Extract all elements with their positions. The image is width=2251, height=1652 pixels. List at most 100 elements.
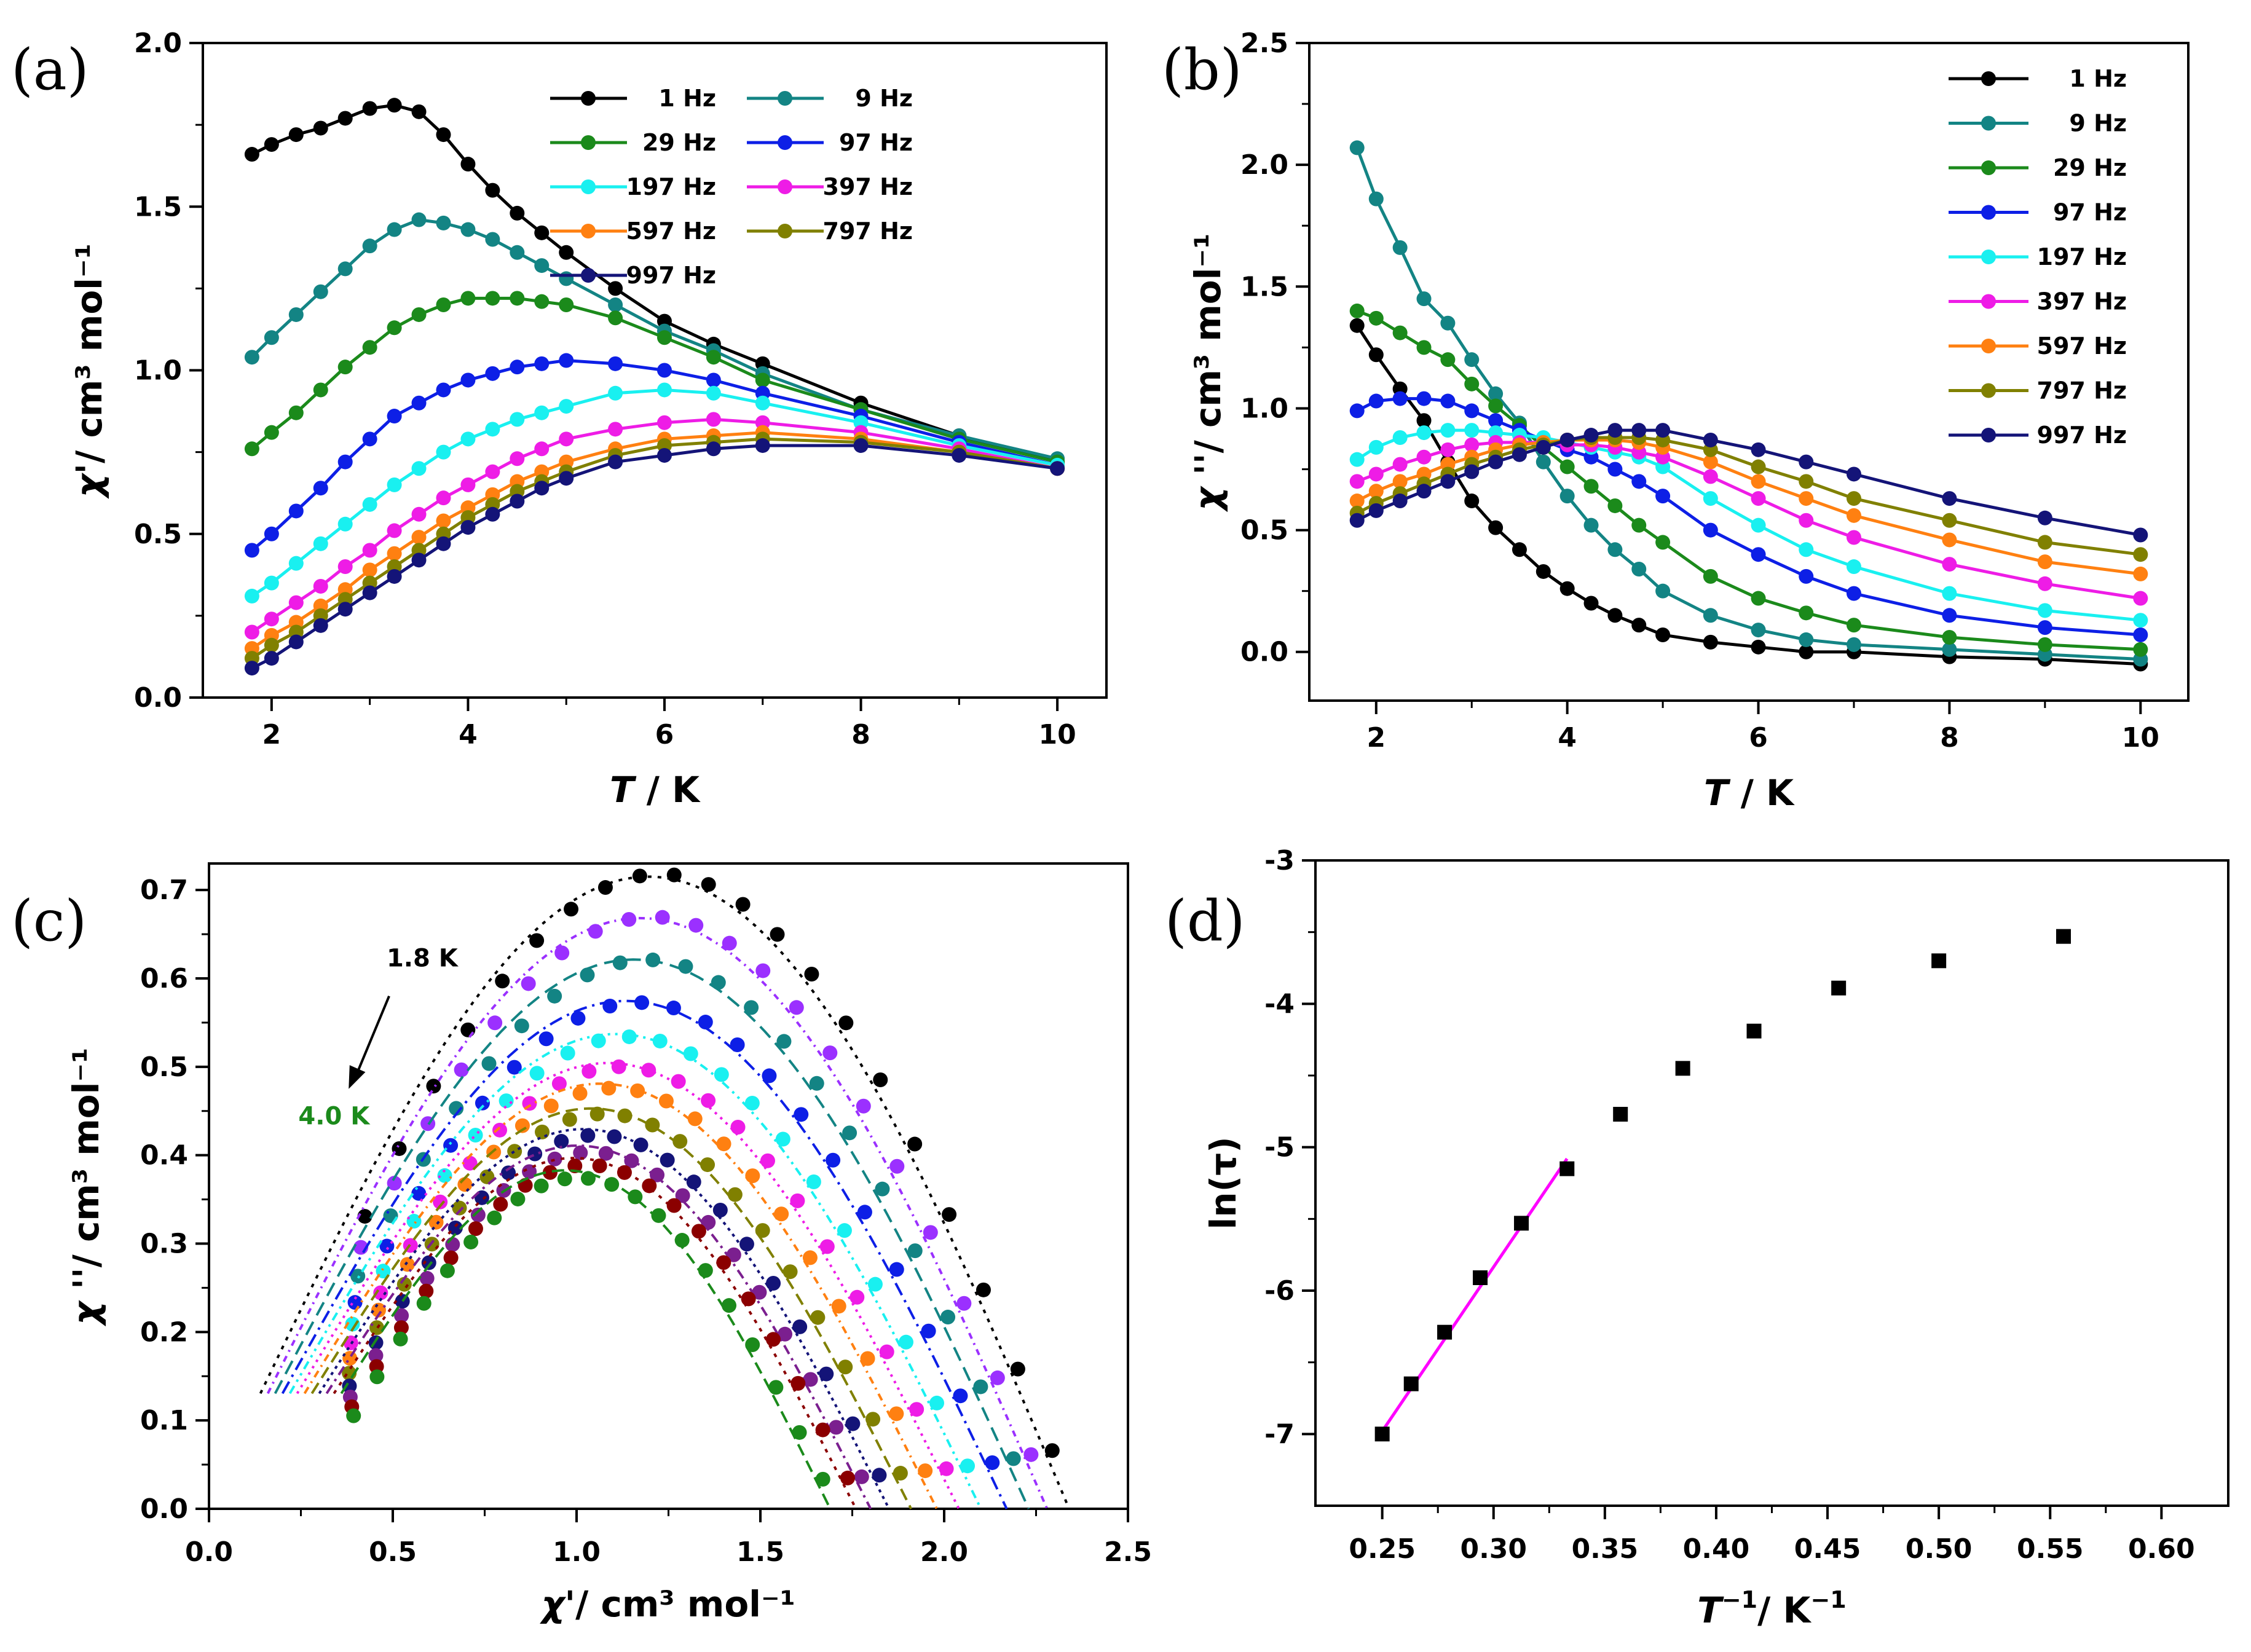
data-point <box>706 372 721 388</box>
data-point <box>460 222 476 237</box>
data-point <box>1464 376 1480 391</box>
fit-curve <box>281 999 1008 1509</box>
data-point <box>1416 291 1432 307</box>
data-point <box>1631 562 1647 576</box>
data-point <box>347 1295 363 1310</box>
data-point <box>1368 310 1384 326</box>
y-axis-title: χ ''/ cm³ mol⁻¹ <box>65 1047 107 1326</box>
legend-label: 597 Hz <box>2037 332 2127 360</box>
data-point <box>1799 513 1814 528</box>
data-point <box>1488 398 1504 414</box>
data-point <box>1559 459 1575 474</box>
data-point <box>573 1145 588 1160</box>
data-point <box>362 431 377 447</box>
data-point <box>288 503 304 519</box>
data-point <box>1746 1023 1762 1039</box>
data-point <box>346 1408 361 1423</box>
y-tick-label: 0.6 <box>140 963 188 994</box>
data-point <box>2133 547 2148 562</box>
data-point <box>762 1068 777 1084</box>
data-point <box>1437 1324 1453 1340</box>
data-point <box>879 1344 894 1359</box>
data-point <box>1392 494 1408 509</box>
data-point <box>630 1083 645 1098</box>
data-point <box>475 1095 490 1111</box>
data-point <box>460 520 476 535</box>
data-point <box>534 405 550 420</box>
data-point <box>651 1208 666 1223</box>
data-point <box>1368 393 1384 409</box>
data-point <box>313 578 328 594</box>
y-tick-label: -7 <box>1264 1418 1295 1450</box>
data-point <box>468 1221 483 1237</box>
data-point <box>1416 391 1432 406</box>
data-point <box>1583 479 1599 494</box>
data-point <box>485 183 500 198</box>
data-point <box>433 1194 448 1210</box>
data-point <box>288 634 304 650</box>
x-tick-label: 0.40 <box>1683 1533 1750 1565</box>
data-point <box>608 422 623 437</box>
data-point <box>973 1379 988 1394</box>
data-point <box>288 127 304 143</box>
data-point <box>809 1076 824 1091</box>
legend-label: 97 Hz <box>839 129 913 156</box>
data-point <box>264 612 279 627</box>
data-point <box>436 382 451 398</box>
data-point <box>1473 1270 1488 1285</box>
data-point <box>1416 449 1432 465</box>
data-point <box>1751 491 1766 506</box>
data-point <box>819 1239 835 1254</box>
data-point <box>633 1137 648 1152</box>
data-point <box>774 1206 789 1222</box>
x-axis-title-symbol: T <box>1704 772 1731 814</box>
y-axis-title-units: ''/ cm³ mol⁻¹ <box>1187 233 1229 487</box>
data-point <box>1942 513 1957 528</box>
data-point <box>337 602 353 617</box>
x-tick-label: 0.60 <box>2128 1533 2195 1565</box>
data-point <box>2037 576 2052 591</box>
data-point <box>342 1351 358 1366</box>
x-tick-label: 0.55 <box>2017 1533 2084 1565</box>
data-point <box>1488 520 1504 535</box>
data-point <box>1583 428 1599 443</box>
x-axis-title-symbol: χ <box>540 1583 567 1625</box>
data-point <box>612 955 628 970</box>
y-tick-label: 0.5 <box>1240 515 1288 546</box>
data-point <box>562 1112 577 1127</box>
data-point <box>485 291 500 306</box>
data-point <box>712 1203 728 1218</box>
data-point <box>838 1015 854 1031</box>
y-tick-label: 0.1 <box>140 1405 188 1436</box>
data-point <box>1392 325 1408 340</box>
data-point <box>2133 613 2148 628</box>
legend-marker <box>1981 205 1996 220</box>
data-point <box>543 1098 559 1114</box>
legend-label: 29 Hz <box>642 129 716 156</box>
x-axis-title-symbol: T <box>1697 1589 1724 1631</box>
data-point <box>838 1359 853 1375</box>
data-point <box>1607 608 1623 623</box>
chart-panel-b: (b) 2 4 6 8 10 0.0 0.5 1.0 1.5 2.0 2.5 T / K χ ''/ cm… <box>1162 28 2190 814</box>
data-point <box>485 506 500 522</box>
data-point <box>244 441 259 457</box>
data-point <box>534 294 550 309</box>
legend-marker <box>581 268 596 283</box>
data-point <box>776 1034 792 1049</box>
y-axis-title-symbol: χ <box>1187 486 1229 513</box>
data-point <box>686 1174 701 1190</box>
annotation-start-temp: 1.8 K <box>387 945 459 973</box>
data-point <box>411 553 427 568</box>
data-point <box>534 356 550 371</box>
data-point <box>463 1234 479 1249</box>
data-point <box>313 382 328 398</box>
data-point <box>406 1214 422 1229</box>
data-point <box>244 147 259 162</box>
x-tick-label: 0.35 <box>1572 1533 1639 1565</box>
data-point <box>889 1262 904 1277</box>
x-tick-label: 1.0 <box>553 1536 601 1568</box>
data-point <box>470 1207 486 1222</box>
data-point <box>387 409 402 424</box>
data-point <box>1559 581 1575 596</box>
data-point <box>337 111 353 126</box>
